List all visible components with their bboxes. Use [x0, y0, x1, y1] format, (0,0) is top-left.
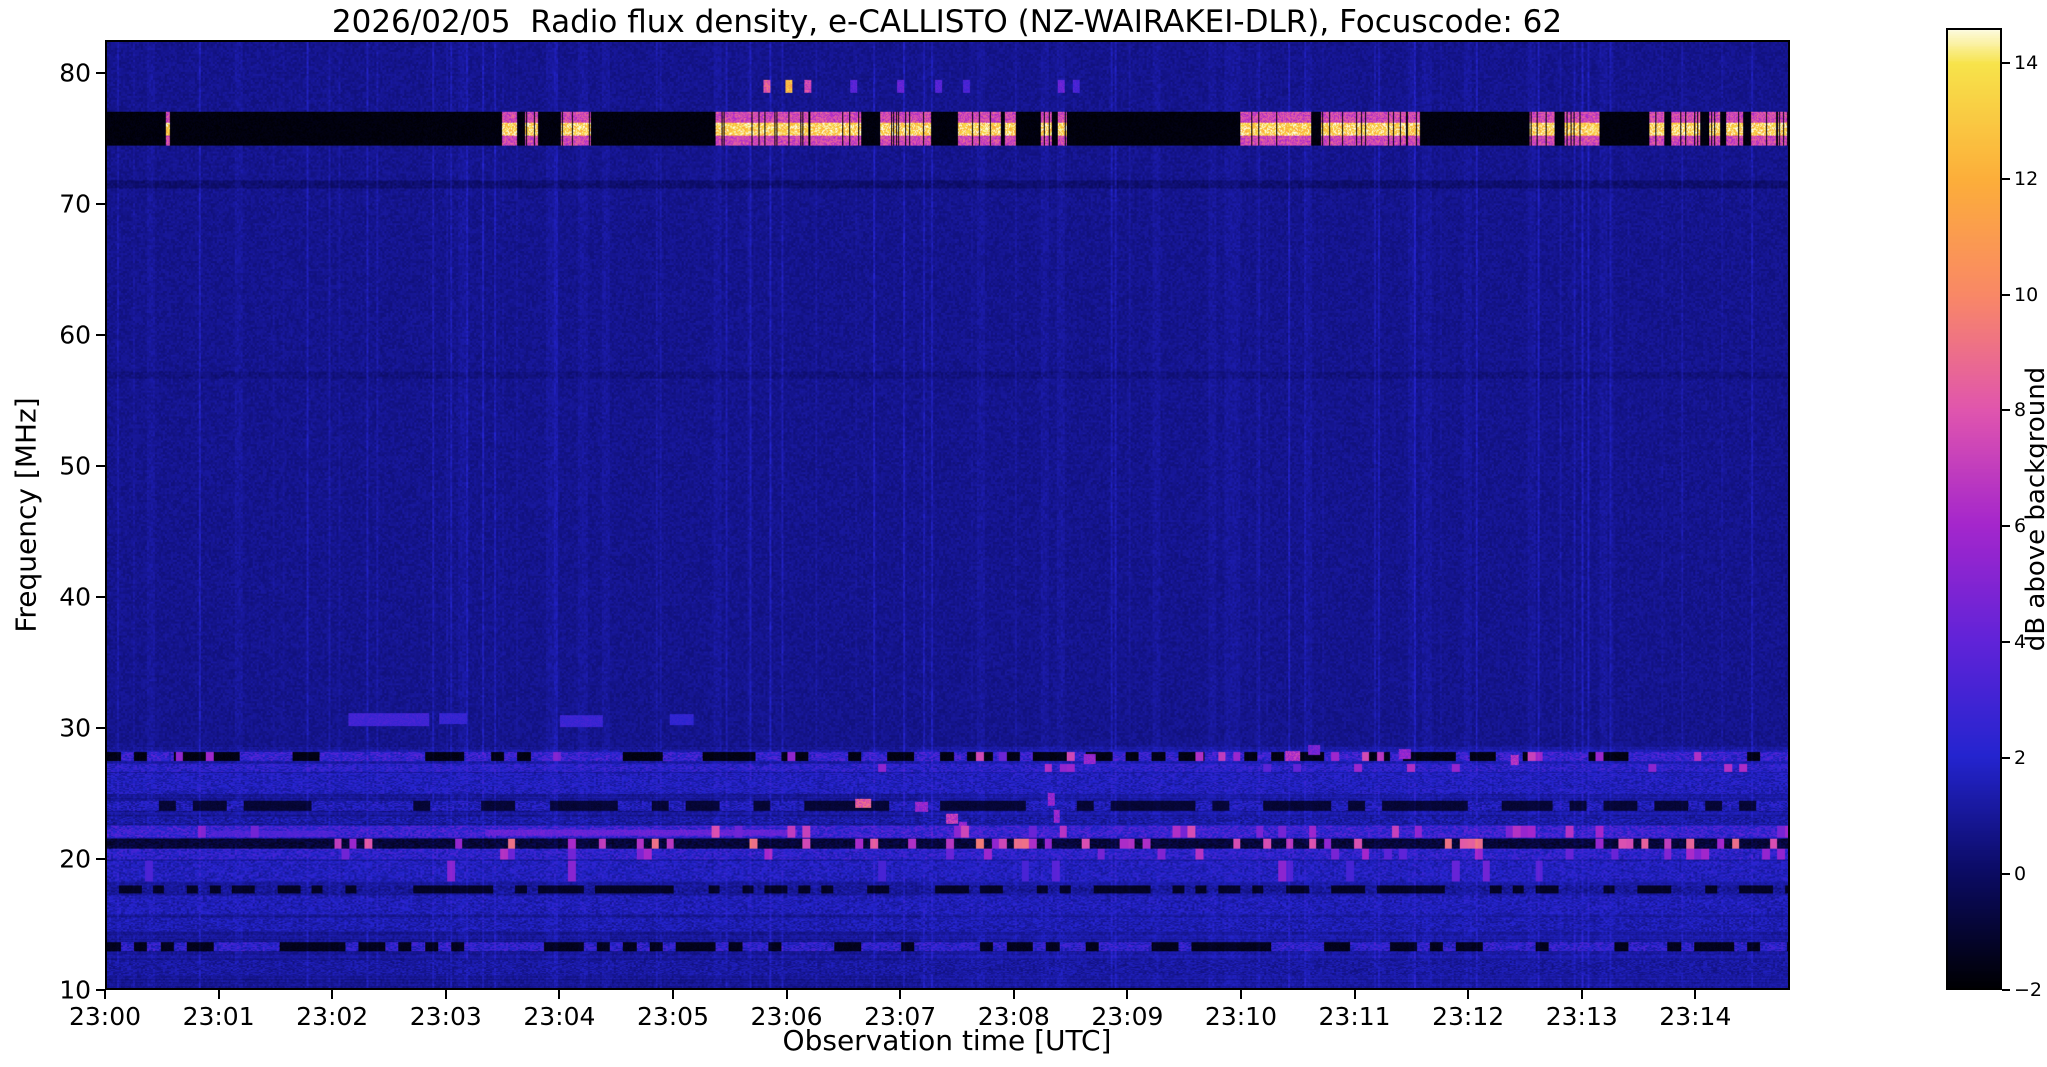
x-tick-label: 23:06 [750, 1002, 823, 1031]
x-tick [104, 990, 106, 999]
x-tick [1353, 990, 1356, 999]
y-tick [96, 71, 105, 74]
x-tick [1239, 990, 1242, 999]
y-tick [96, 989, 105, 991]
y-tick-label: 40 [59, 582, 91, 612]
x-tick-label: 23:10 [1204, 1002, 1277, 1031]
x-tick-label: 23:11 [1318, 1002, 1391, 1031]
colorbar-tick-label: 12 [2014, 167, 2039, 190]
colorbar-tick [2002, 989, 2010, 991]
x-tick [1694, 990, 1697, 999]
chart-title: 2026/02/05 Radio flux density, e-CALLIST… [331, 4, 1563, 40]
colorbar-tick [2002, 525, 2010, 528]
x-tick [217, 990, 220, 999]
y-tick-label: 80 [59, 58, 91, 88]
x-tick [1580, 990, 1583, 999]
x-tick-label: 23:07 [864, 1002, 937, 1031]
x-tick-label: 23:13 [1545, 1002, 1618, 1031]
y-tick-label: 20 [59, 844, 91, 874]
x-tick-label: 23:00 [68, 1002, 142, 1031]
y-tick-label: 10 [59, 975, 91, 1005]
spectrogram-canvas [105, 40, 1790, 990]
colorbar-tick [2002, 409, 2010, 412]
x-tick [331, 990, 334, 999]
x-tick [1126, 990, 1129, 999]
x-tick [444, 990, 447, 999]
colorbar-tick [2002, 293, 2010, 296]
colorbar-tick-label: 6 [2014, 515, 2027, 538]
x-tick-label: 23:08 [977, 1002, 1050, 1031]
colorbar-tick [2002, 757, 2010, 760]
colorbar-tick [2002, 177, 2010, 180]
y-tick-label: 70 [59, 189, 91, 219]
y-tick [96, 202, 105, 205]
y-tick [96, 595, 105, 598]
colorbar-tick [2002, 641, 2010, 644]
y-tick [96, 726, 105, 729]
colorbar-tick [2002, 873, 2010, 876]
colorbar-tick-label: 14 [2014, 51, 2039, 74]
x-tick-label: 23:03 [409, 1002, 482, 1031]
y-tick-label: 30 [59, 713, 91, 743]
x-tick-label: 23:14 [1659, 1002, 1732, 1031]
y-tick [96, 464, 105, 467]
x-tick-label: 23:01 [182, 1002, 255, 1031]
y-tick-label: 50 [59, 451, 91, 481]
y-tick [96, 857, 105, 860]
x-tick-label: 23:12 [1432, 1002, 1505, 1031]
x-tick-label: 23:04 [523, 1002, 596, 1031]
x-tick [899, 990, 902, 999]
x-tick [671, 990, 674, 999]
colorbar-tick-label: 8 [2014, 399, 2027, 422]
x-tick-label: 23:02 [296, 1002, 369, 1031]
y-axis-label: Frequency [MHz] [9, 397, 43, 633]
colorbar-tick-label: 2 [2014, 747, 2027, 770]
colorbar-tick-label: 4 [2014, 631, 2027, 654]
x-tick [558, 990, 561, 999]
y-tick-label: 60 [59, 320, 91, 350]
y-tick [96, 333, 105, 336]
colorbar-tick [2002, 61, 2010, 64]
x-tick [785, 990, 788, 999]
x-tick-label: 23:09 [1091, 1002, 1164, 1031]
colorbar-tick-label: 0 [2014, 863, 2027, 886]
x-axis-label: Observation time [UTC] [782, 1024, 1112, 1057]
x-tick-label: 23:05 [636, 1002, 709, 1031]
x-tick [1467, 990, 1470, 999]
x-tick [1012, 990, 1015, 999]
colorbar-tick-label: −2 [2014, 979, 2043, 1001]
colorbar-tick-label: 10 [2014, 283, 2039, 306]
colorbar [1946, 28, 2002, 990]
